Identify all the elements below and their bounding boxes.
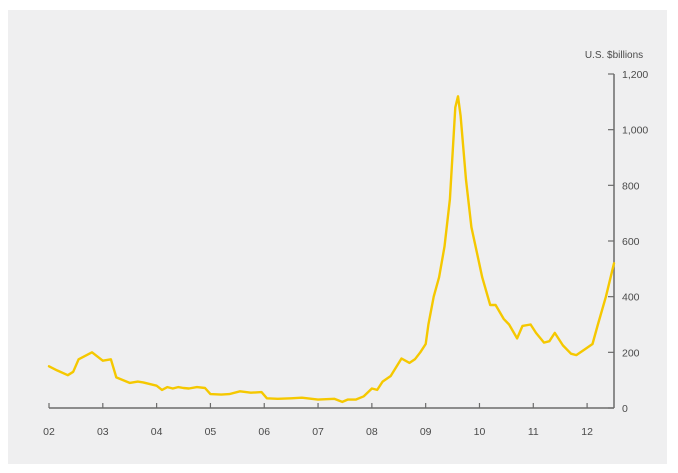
- y-tick-label: 600: [622, 236, 640, 248]
- x-tick-label: 11: [528, 426, 539, 438]
- x-tick-label: 05: [205, 426, 217, 438]
- x-tick-label: 02: [43, 426, 55, 438]
- y-axis-unit-label: U.S. $billions: [585, 50, 643, 61]
- y-axis: 0 200 400 600 800 1,000 1,200: [608, 69, 648, 415]
- x-tick-label: 07: [312, 426, 324, 438]
- x-tick-label: 04: [151, 426, 163, 438]
- y-tick-label: 1,200: [622, 69, 648, 81]
- x-tick-label: 06: [258, 426, 270, 438]
- y-tick-label: 200: [622, 347, 640, 359]
- x-axis: 02 03 04 05 06 07 08 09 10 11 12: [43, 403, 614, 438]
- x-tick-label: 12: [581, 426, 593, 438]
- y-tick-label: 1,000: [622, 125, 648, 137]
- x-tick-label: 08: [366, 426, 378, 438]
- y-tick-label: 0: [622, 403, 628, 415]
- y-tick-label: 800: [622, 180, 640, 192]
- chart-background: [8, 10, 667, 464]
- series-layer: [47, 95, 616, 404]
- series-line: [47, 95, 616, 404]
- x-tick-label: 10: [474, 426, 486, 438]
- x-tick-label: 03: [97, 426, 109, 438]
- y-tick-label: 400: [622, 292, 640, 304]
- x-tick-label: 09: [420, 426, 432, 438]
